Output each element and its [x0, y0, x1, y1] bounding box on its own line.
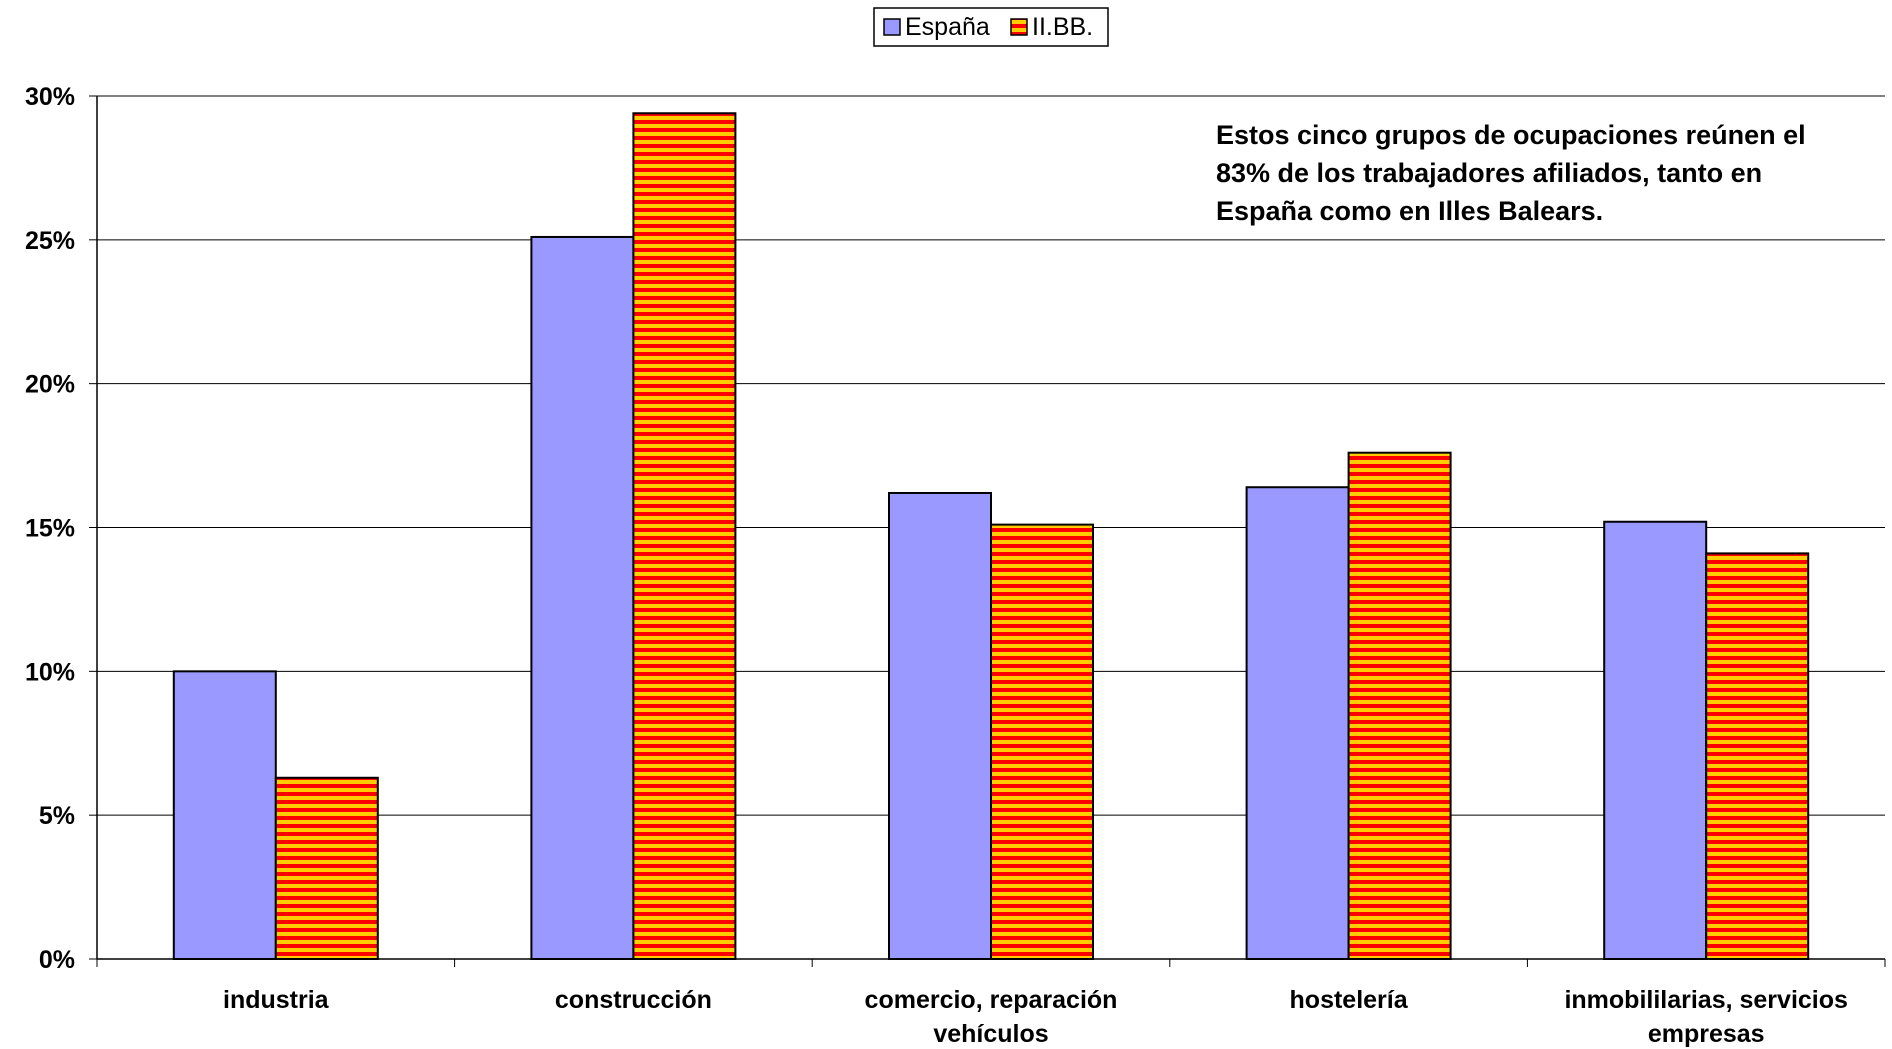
legend-label: España: [905, 13, 990, 41]
legend-swatch: [1010, 18, 1028, 36]
bar-iibb: [990, 523, 1094, 961]
legend-box: [873, 7, 1109, 47]
y-tick-label: 20%: [25, 371, 75, 399]
y-tick-label: 25%: [25, 227, 75, 255]
y-tick-label: 30%: [25, 83, 75, 111]
legend-label: II.BB.: [1032, 13, 1093, 41]
legend: España II.BB.: [873, 7, 1109, 47]
annotation: Estos cinco grupos de ocupaciones reúnen…: [1216, 120, 1806, 226]
x-category-labels: industria construcción comercio, reparació…: [223, 986, 1848, 1048]
x-category-label: comercio, reparación vehículos: [865, 986, 1118, 1048]
bar-iibb: [1347, 451, 1452, 960]
bar-iibb: [632, 112, 737, 960]
x-category-label: industria: [223, 986, 330, 1014]
y-tick-label: 15%: [25, 515, 75, 543]
legend-swatch: [883, 18, 901, 36]
y-tick-label: 0%: [39, 946, 75, 974]
bar-espana: [530, 235, 635, 960]
x-category-label: hostelería: [1290, 986, 1409, 1014]
bar-espana: [172, 670, 277, 960]
bar-espana: [1603, 520, 1708, 960]
bar-iibb: [274, 776, 379, 961]
annotation-text: Estos cinco grupos de ocupaciones reúnen…: [1216, 120, 1806, 226]
bar-iibb: [1705, 552, 1810, 960]
bar-espana: [888, 491, 992, 960]
y-tick-label: 10%: [25, 658, 75, 686]
bar-espana: [1245, 486, 1350, 960]
bars: [172, 112, 1810, 961]
x-category-label: construcción: [555, 986, 712, 1014]
y-tick-labels: 0% 5% 10% 15% 20% 25% 30%: [25, 83, 97, 974]
y-tick-label: 5%: [39, 802, 75, 830]
x-category-label: inmobililarias, servicios empresas: [1564, 986, 1847, 1048]
